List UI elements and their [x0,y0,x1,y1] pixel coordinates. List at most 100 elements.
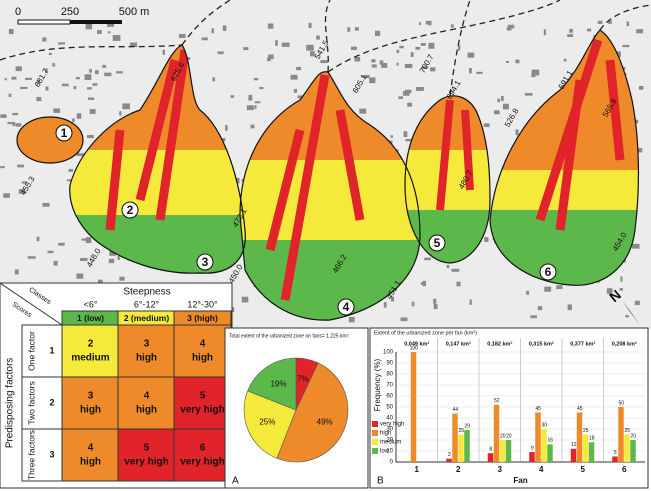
fan-extent: 0,182 km² [487,340,512,347]
building [85,23,93,30]
building [410,52,414,57]
building [72,118,75,123]
building [211,28,214,34]
y-tick-label: 90 [386,361,393,367]
fan-outlines [69,29,640,321]
building [407,102,412,107]
fan-marker [196,253,214,271]
building [556,285,563,290]
matrix-cell [173,376,232,430]
y-tick-label: 30 [386,427,393,433]
building [515,129,519,136]
building [399,45,404,49]
building [89,69,92,73]
building [507,24,515,29]
building [456,281,461,287]
bar-value-label: 3 [448,452,451,458]
bar-value-label: 44 [452,407,458,413]
building [531,69,540,76]
fan-label: 4 [343,300,350,314]
corner-divider [0,282,63,326]
chart-title: Total extent of the urbanized zone on fa… [229,333,349,339]
bar-value-label: 20 [506,433,512,439]
building [290,74,298,80]
building [80,257,88,262]
cell-score: 4 [144,391,150,402]
building [632,243,640,249]
building [24,77,32,80]
bar-value-label: 20 [630,433,636,439]
cell-score: 4 [200,339,206,350]
bar [570,448,577,462]
building [7,122,14,125]
row-score: 3 [49,449,54,459]
building [320,60,328,64]
pie-panel: Total extent of the urbanized zone on fa… [224,327,369,489]
building [97,30,102,34]
slice-label: 19% [270,379,286,388]
building [537,306,543,311]
matrix-cell [117,324,176,378]
building [398,96,404,100]
building [515,59,520,64]
fan-label: 1 [61,126,68,140]
building [469,68,472,74]
building [14,269,19,275]
panel-label: A [232,476,239,487]
building [246,105,254,111]
building [362,74,370,79]
x-tick-label: 5 [581,465,586,474]
building [396,49,400,54]
fan-label: 3 [202,255,209,269]
building [52,63,56,67]
building [281,42,290,47]
building [400,317,408,322]
building [88,97,95,100]
bar-value-label: 100 [410,345,419,351]
building [84,74,92,80]
building [122,103,130,110]
building [446,264,450,269]
building [217,51,224,55]
bar-value-label: 25 [583,428,589,434]
building [424,257,431,261]
building [108,258,115,264]
bar [499,440,506,462]
y-tick-label: 100 [383,350,394,356]
bar [612,456,618,462]
bar [541,429,547,462]
building [21,181,28,184]
cell-score: 6 [200,443,206,454]
building [418,22,421,26]
building [47,250,54,254]
building [354,56,361,62]
building [411,301,415,307]
building [422,280,426,287]
building [369,77,376,84]
building [371,59,376,63]
bar [630,440,636,462]
building [0,114,7,118]
building [36,80,40,83]
pie-slice [247,357,297,411]
building [524,93,533,96]
building [359,108,367,114]
building [457,44,461,51]
cell-label: high [136,353,157,364]
fan-marker [121,201,139,219]
building [254,101,261,104]
bar-value-label: 20 [500,433,506,439]
row-name: Three factors [26,430,36,480]
legend-swatch [372,430,378,436]
building [597,20,603,24]
x-tick-label: 1 [415,465,420,474]
bar-value-label: 8 [489,447,492,453]
building [306,44,314,51]
building [42,37,47,42]
building [433,303,438,310]
y-tick-label: 70 [386,383,393,389]
cell-score: 3 [144,339,150,350]
building [638,85,644,90]
